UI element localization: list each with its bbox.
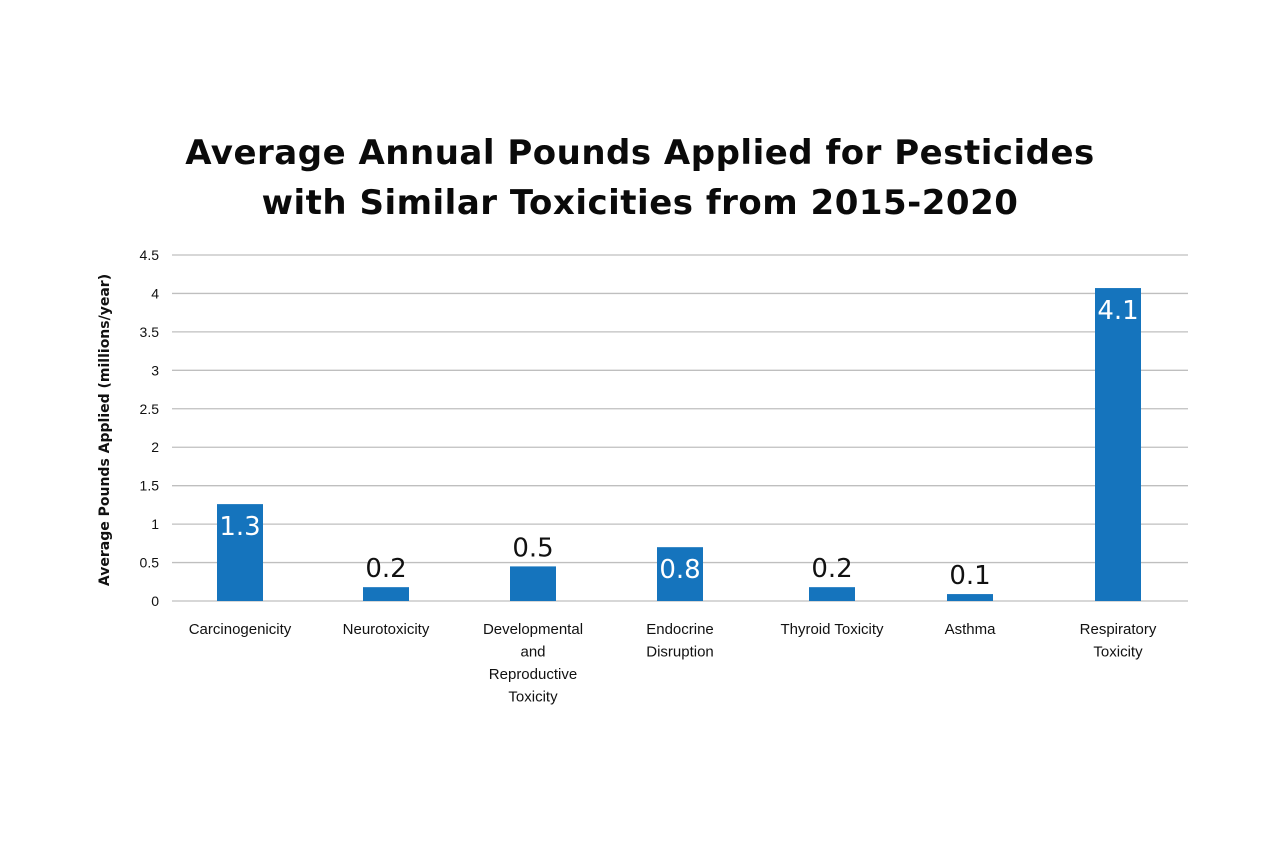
data-label: 0.8 bbox=[659, 555, 700, 585]
data-label: 1.3 bbox=[219, 512, 260, 542]
y-tick-label: 3 bbox=[151, 362, 159, 378]
x-category-label-line: Thyroid Toxicity bbox=[780, 621, 884, 638]
x-category-label-line: Carcinogenicity bbox=[189, 621, 292, 638]
data-labels: 1.3 0.2 0.5 0.8 0.2 0.1 4.1 bbox=[219, 296, 1138, 591]
x-category-label-line: Developmental bbox=[483, 621, 583, 638]
y-tick-label: 1 bbox=[151, 516, 159, 532]
y-tick-label: 3.5 bbox=[140, 324, 160, 340]
x-category-label-line: Toxicity bbox=[508, 689, 558, 706]
y-tick-label: 4.5 bbox=[140, 247, 160, 263]
y-tick-label: 0.5 bbox=[140, 555, 160, 571]
data-label: 0.2 bbox=[365, 554, 406, 584]
x-category-label: Neurotoxicity bbox=[343, 621, 430, 638]
x-category-label: Developmental and Reproductive Toxicity bbox=[483, 621, 583, 706]
x-category-label: Thyroid Toxicity bbox=[780, 621, 884, 638]
bar bbox=[363, 587, 409, 601]
y-tick-label: 2.5 bbox=[140, 401, 160, 417]
gridlines bbox=[172, 254, 1188, 602]
y-tick-label: 0 bbox=[151, 593, 159, 609]
x-category-label-line: Respiratory bbox=[1080, 621, 1157, 638]
x-category-label: Endocrine Disruption bbox=[646, 621, 714, 661]
bar bbox=[510, 566, 556, 601]
x-category-label-line: Disruption bbox=[646, 644, 714, 661]
bars bbox=[217, 288, 1141, 601]
x-category-label: Respiratory Toxicity bbox=[1080, 621, 1157, 661]
x-category-label-line: and bbox=[520, 644, 545, 661]
bar bbox=[217, 504, 263, 601]
bar bbox=[809, 587, 855, 601]
x-axis-categories: Carcinogenicity Neurotoxicity Developmenta… bbox=[189, 621, 1157, 706]
chart-title-line-1: Average Annual Pounds Applied for Pestic… bbox=[185, 133, 1095, 173]
chart-title: Average Annual Pounds Applied for Pestic… bbox=[0, 128, 1280, 228]
x-category-label-line: Toxicity bbox=[1093, 644, 1143, 661]
y-tick-label: 2 bbox=[151, 439, 159, 455]
x-category-label: Carcinogenicity bbox=[189, 621, 292, 638]
x-category-label: Asthma bbox=[945, 621, 997, 638]
bar bbox=[1095, 288, 1141, 601]
bar bbox=[947, 594, 993, 601]
y-axis-ticks: 0 0.5 1 1.5 2 2.5 3 3.5 4 4.5 bbox=[140, 247, 160, 609]
y-tick-label: 1.5 bbox=[140, 478, 160, 494]
x-category-label-line: Neurotoxicity bbox=[343, 621, 430, 638]
data-label: 4.1 bbox=[1097, 296, 1138, 326]
x-category-label-line: Reproductive bbox=[489, 666, 577, 683]
y-axis-title: Average Pounds Applied (millions/year) bbox=[97, 274, 113, 586]
data-label: 0.2 bbox=[811, 554, 852, 584]
data-label: 0.5 bbox=[512, 533, 553, 563]
x-category-label-line: Asthma bbox=[945, 621, 997, 638]
bar bbox=[657, 547, 703, 601]
data-label: 0.1 bbox=[949, 561, 990, 591]
x-category-label-line: Endocrine bbox=[646, 621, 714, 638]
chart-title-line-2: with Similar Toxicities from 2015-2020 bbox=[261, 183, 1019, 223]
y-tick-label: 4 bbox=[151, 285, 159, 301]
